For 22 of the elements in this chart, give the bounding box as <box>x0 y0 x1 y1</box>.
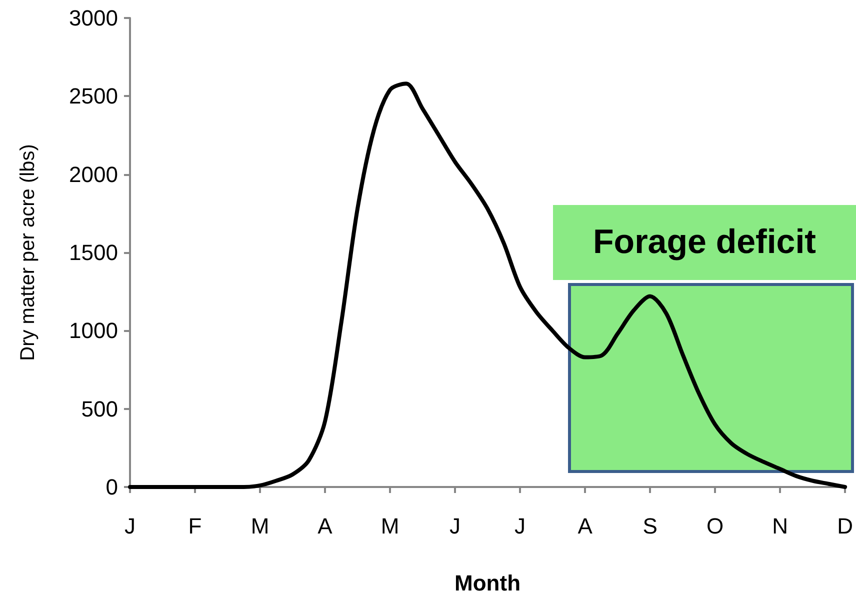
x-tick-label: O <box>706 514 724 538</box>
x-tick-label: M <box>250 514 270 538</box>
x-tick-label: D <box>837 514 853 538</box>
x-tick-label: S <box>642 514 658 538</box>
y-axis-title: Dry matter per acre (lbs) <box>17 144 39 361</box>
x-tick-label: J <box>514 514 526 538</box>
x-tick-label: J <box>450 514 461 538</box>
y-tick-label: 2500 <box>69 84 118 109</box>
x-tick-label: J <box>124 514 136 538</box>
y-tick-label: 1000 <box>69 318 118 344</box>
x-tick-label: A <box>318 514 333 538</box>
x-tick-label: A <box>578 514 593 538</box>
y-tick-label: 2000 <box>69 162 118 187</box>
y-tick-label: 1500 <box>69 240 118 265</box>
x-tick-label: N <box>772 514 788 538</box>
y-tick-label: 500 <box>81 396 118 422</box>
annotation: Forage deficit <box>553 205 856 280</box>
y-tick-label: 3000 <box>69 6 118 30</box>
x-axis-title: Month <box>454 570 521 596</box>
y-tick-label: 0 <box>106 474 118 500</box>
x-tick-label: F <box>188 514 202 538</box>
x-tick-label: M <box>380 514 400 538</box>
